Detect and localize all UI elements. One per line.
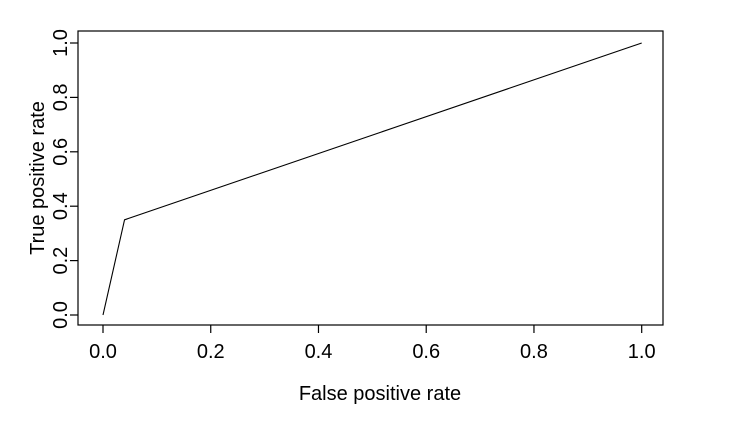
y-tick-label: 0.2	[50, 247, 72, 275]
x-tick-label: 0.2	[197, 341, 225, 363]
x-axis: 0.0 0.2 0.4 0.6 0.8 1.0	[89, 325, 656, 363]
x-tick-label: 0.8	[520, 341, 548, 363]
y-tick-label: 0.8	[50, 83, 72, 111]
x-axis-label: False positive rate	[299, 383, 461, 405]
roc-curve-line	[102, 42, 642, 316]
y-tick-label: 1.0	[50, 29, 72, 57]
x-tick-label: 0.4	[305, 341, 333, 363]
y-tick-label: 0.0	[50, 301, 72, 329]
y-axis: 0.0 0.2 0.4 0.6 0.8 1.0	[50, 29, 78, 329]
y-tick-label: 0.4	[50, 192, 72, 220]
x-tick-label: 1.0	[628, 341, 656, 363]
x-tick-label: 0.0	[89, 341, 117, 363]
x-tick-label: 0.6	[412, 341, 440, 363]
plot-box	[77, 30, 664, 326]
series-group	[102, 42, 642, 316]
y-axis-label: True positive rate	[27, 101, 49, 255]
y-tick-label: 0.6	[50, 138, 72, 166]
